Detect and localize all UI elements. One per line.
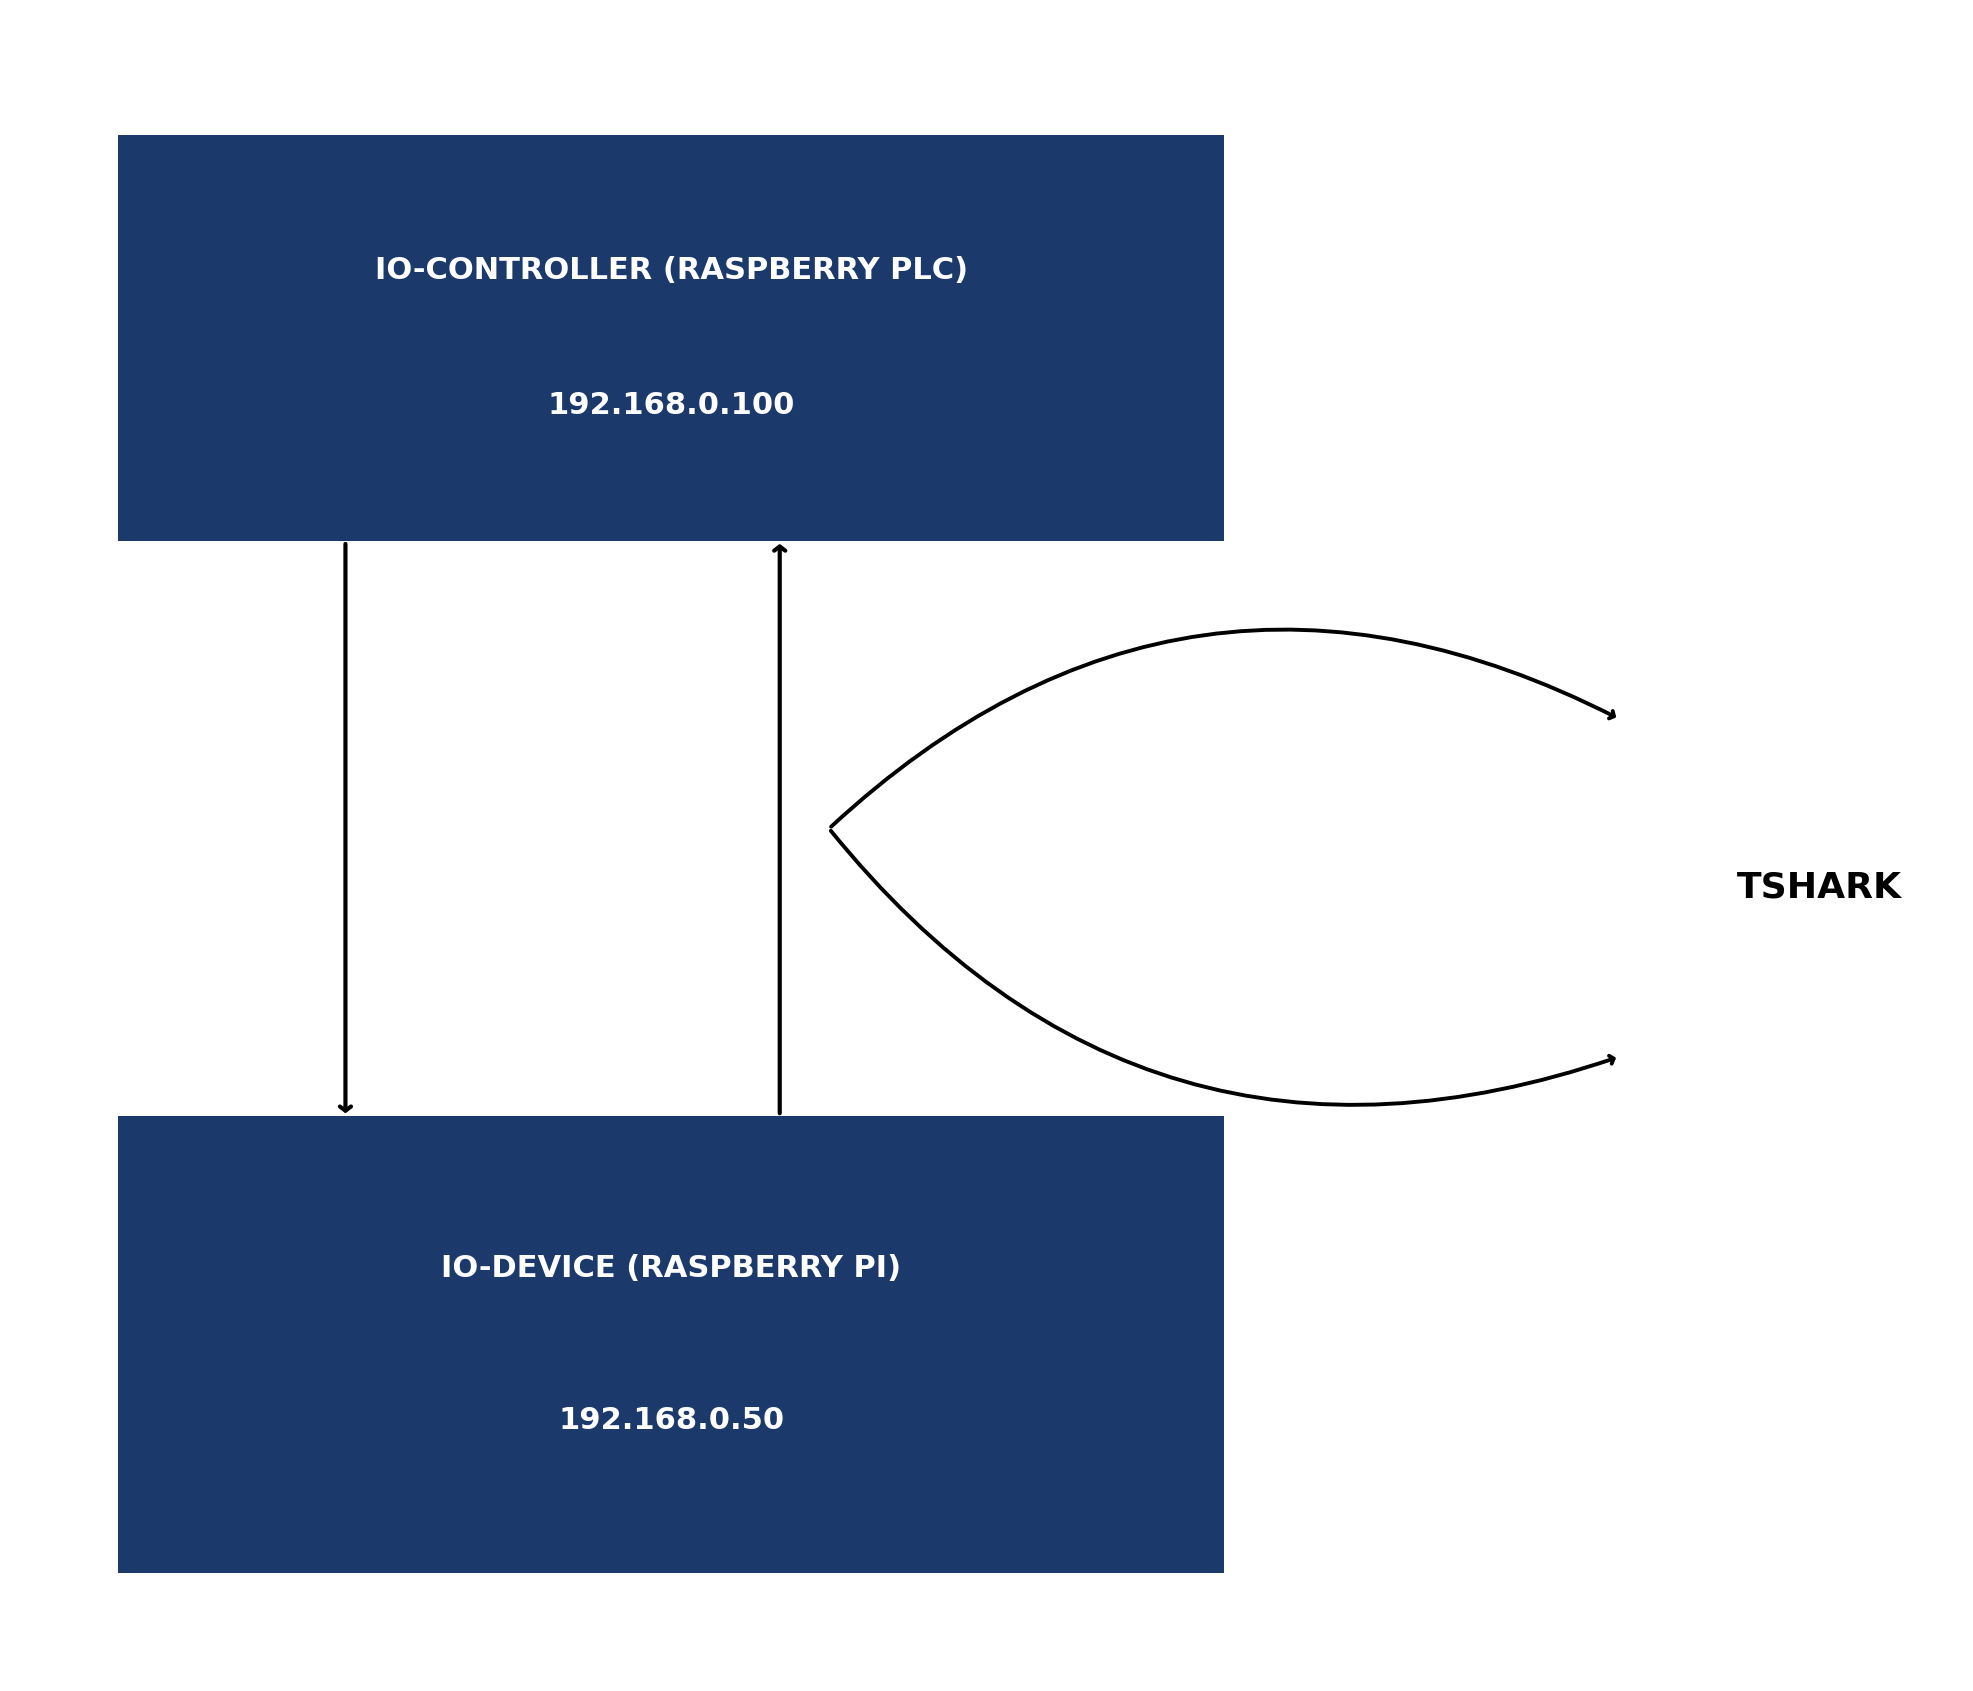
Text: TSHARK: TSHARK [1736, 871, 1902, 905]
Text: 192.168.0.100: 192.168.0.100 [547, 391, 795, 421]
FancyBboxPatch shape [118, 135, 1223, 541]
Text: IO-CONTROLLER (RASPBERRY PLC): IO-CONTROLLER (RASPBERRY PLC) [375, 255, 967, 286]
Text: 192.168.0.50: 192.168.0.50 [558, 1405, 783, 1436]
FancyBboxPatch shape [118, 1116, 1223, 1573]
Text: IO-DEVICE (RASPBERRY PI): IO-DEVICE (RASPBERRY PI) [440, 1253, 902, 1283]
